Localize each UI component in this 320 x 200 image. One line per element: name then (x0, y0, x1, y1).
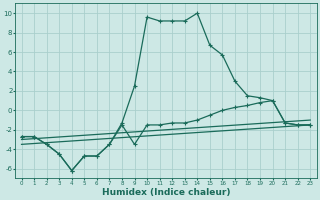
X-axis label: Humidex (Indice chaleur): Humidex (Indice chaleur) (102, 188, 230, 197)
